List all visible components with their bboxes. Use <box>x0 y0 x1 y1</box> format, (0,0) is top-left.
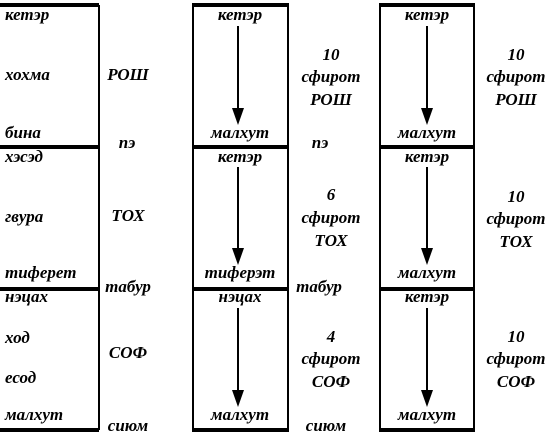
note: 10 <box>508 45 526 64</box>
note: 6 <box>327 185 336 204</box>
label: табур <box>105 277 151 296</box>
box-top: кетэр <box>218 147 262 166</box>
box-bottom: малхут <box>397 123 456 142</box>
box-top: нэцах <box>219 287 262 306</box>
note: сфирот <box>487 349 546 368</box>
boundary: сиюм <box>306 416 347 434</box>
column1-labels: кетэр хохма бина хэсэд гвура тиферет нэц… <box>4 5 76 424</box>
note: сфирот <box>302 349 361 368</box>
label: хэсэд <box>4 147 43 166</box>
note: 10 <box>508 187 526 206</box>
note: ТОХ <box>314 231 348 250</box>
box-bottom: малхут <box>397 405 456 424</box>
box-top: кетэр <box>405 147 449 166</box>
middle-labels: РОШ пэ ТОХ табур СОФ сиюм <box>105 65 151 434</box>
box-bottom: малхут <box>210 405 269 424</box>
label: хохма <box>4 65 50 84</box>
label: малхут <box>4 405 63 424</box>
label: есод <box>5 368 37 387</box>
note: 10 <box>323 45 341 64</box>
label: РОШ <box>106 65 149 84</box>
note: РОШ <box>309 90 352 109</box>
boundary: табур <box>296 277 342 296</box>
note: сфирот <box>302 208 361 227</box>
note: сфирот <box>487 67 546 86</box>
column3: кетэр малхут кетэр малхут кетэр малхут 1… <box>397 5 546 424</box>
box-bottom: малхут <box>210 123 269 142</box>
label: кетэр <box>5 5 49 24</box>
label: СОФ <box>109 343 148 362</box>
box-top: кетэр <box>405 5 449 24</box>
label: тиферет <box>5 263 76 282</box>
note: СОФ <box>312 372 351 391</box>
note: РОШ <box>494 90 537 109</box>
note: сфирот <box>487 209 546 228</box>
note: ТОХ <box>499 232 533 251</box>
note: СОФ <box>497 372 536 391</box>
frames <box>0 3 475 432</box>
label: нэцах <box>5 287 48 306</box>
note: 4 <box>326 327 336 346</box>
label: сиюм <box>108 416 149 434</box>
label: ход <box>4 328 30 347</box>
box-bottom: тиферэт <box>205 263 276 282</box>
box-bottom: малхут <box>397 263 456 282</box>
label: пэ <box>119 133 136 152</box>
box-top: кетэр <box>218 5 262 24</box>
note: 10 <box>508 327 526 346</box>
column2: кетэр малхут кетэр тиферэт нэцах малхут … <box>205 5 361 434</box>
label: гвура <box>5 207 44 226</box>
note: сфирот <box>302 67 361 86</box>
label: бина <box>5 123 41 142</box>
boundary: пэ <box>312 133 329 152</box>
box-top: кетэр <box>405 287 449 306</box>
label: ТОХ <box>111 206 145 225</box>
arrows <box>232 26 433 407</box>
